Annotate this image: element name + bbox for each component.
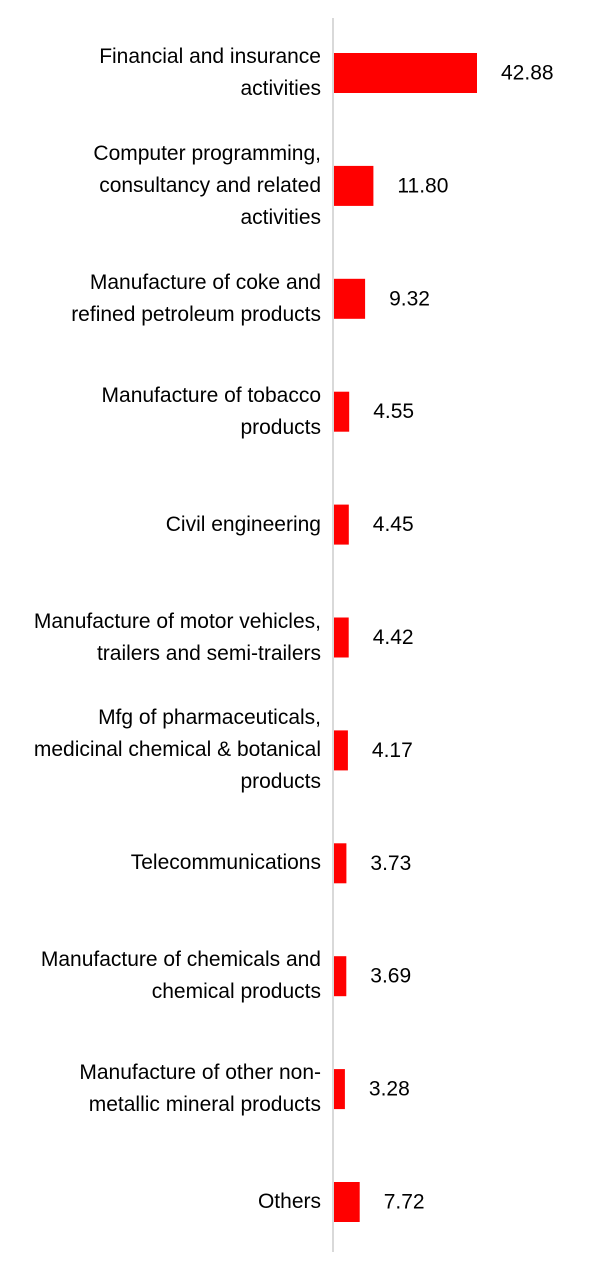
category-label-10: Others [257, 1190, 321, 1213]
bar-6 [334, 730, 348, 771]
category-label-5: Manufacture of motor vehicles, trailers … [33, 609, 321, 665]
value-label-4: 4.45 [373, 513, 414, 536]
value-label-2: 9.32 [389, 287, 430, 310]
category-label-7: Telecommunications [130, 851, 321, 875]
value-label-0: 42.88 [501, 62, 554, 85]
value-label-10: 7.72 [384, 1191, 425, 1214]
value-labels-group: 42.88 11.80 9.32 4.55 4.45 4.42 4.17 3.73 3.69 3.… [369, 62, 554, 1214]
category-label-0: Financial and insurance activities [99, 45, 321, 100]
category-label-8: Manufacture of chemicals and chemical pr… [40, 948, 321, 1004]
category-label-9: Manufacture of other non-metallic minera… [79, 1061, 321, 1117]
category-label-2: Manufacture of coke and refined petroleu… [71, 270, 321, 326]
bar-0 [334, 53, 477, 93]
category-label-4: Civil engineering [165, 512, 321, 536]
bar-8 [334, 956, 347, 997]
bar-2 [334, 278, 366, 319]
value-label-3: 4.55 [373, 400, 414, 423]
category-label-6: Mfg of pharmaceuticals, medicinal chemic… [33, 706, 321, 794]
bar-1 [334, 165, 374, 206]
category-label-3: Manufacture of tobacco products [101, 383, 321, 439]
value-label-9: 3.28 [369, 1078, 410, 1101]
bar-4 [334, 504, 349, 545]
value-label-7: 3.73 [370, 852, 411, 875]
bar-7 [334, 843, 347, 884]
bar-9 [334, 1069, 345, 1110]
bars-group [334, 53, 477, 1222]
category-label-1: Computer programming, consultancy and re… [93, 141, 321, 229]
value-label-6: 4.17 [372, 739, 413, 762]
value-label-8: 3.69 [370, 965, 411, 988]
bar-10 [334, 1182, 360, 1222]
value-label-1: 11.80 [397, 174, 448, 197]
bar-5 [334, 617, 349, 658]
bar-3 [334, 391, 350, 432]
value-label-5: 4.42 [373, 626, 414, 649]
